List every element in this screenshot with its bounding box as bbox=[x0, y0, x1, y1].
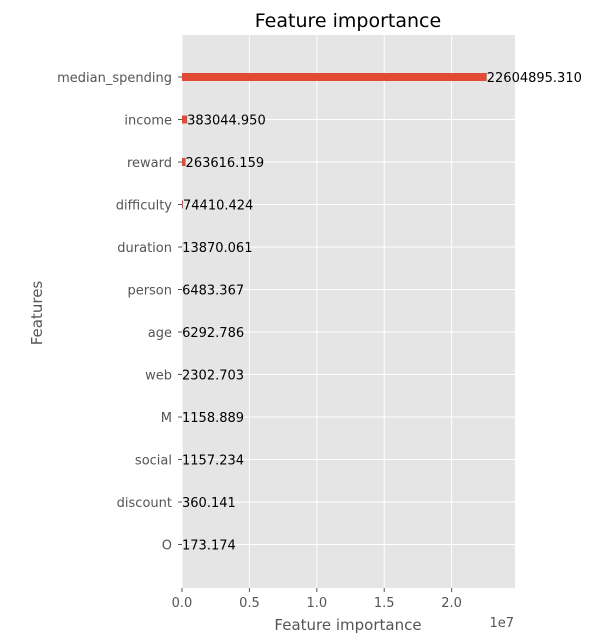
value-label-O: 173.174 bbox=[182, 539, 236, 554]
value-label-median_spending: 22604895.310 bbox=[487, 71, 582, 86]
x-tick-label: 0.0 bbox=[172, 596, 193, 611]
x-ticks: 0.0 0.5 1.0 1.5 2.0 bbox=[172, 588, 462, 611]
data-labels: 22604895.310 383044.950 263616.159 74410.42… bbox=[182, 71, 582, 554]
y-axis-label: Features bbox=[28, 281, 46, 346]
y-tick-label-duration: duration bbox=[117, 241, 172, 256]
x-tick-label: 1.0 bbox=[306, 596, 327, 611]
value-label-M: 1158.889 bbox=[182, 411, 244, 426]
plot-background bbox=[182, 35, 515, 588]
x-tick-label: 2.0 bbox=[441, 596, 462, 611]
x-tick-label: 0.5 bbox=[239, 596, 260, 611]
bars bbox=[182, 73, 487, 549]
y-tick-label-difficulty: difficulty bbox=[116, 199, 173, 214]
value-label-web: 2302.703 bbox=[182, 369, 244, 384]
x-scale-offset-label: 1e7 bbox=[489, 616, 514, 631]
y-tick-label-age: age bbox=[148, 326, 172, 341]
grid-lines bbox=[181, 35, 515, 588]
value-label-discount: 360.141 bbox=[182, 496, 236, 511]
bar-difficulty bbox=[182, 200, 184, 209]
x-axis-label: Feature importance bbox=[274, 616, 421, 634]
value-label-income: 383044.950 bbox=[187, 114, 266, 129]
value-label-reward: 263616.159 bbox=[186, 156, 265, 171]
value-label-social: 1157.234 bbox=[182, 454, 244, 469]
value-label-difficulty: 74410.424 bbox=[183, 199, 253, 214]
chart-title: Feature importance bbox=[255, 10, 441, 32]
value-label-age: 6292.786 bbox=[182, 326, 244, 341]
bar-median_spending bbox=[182, 73, 487, 81]
y-tick-label-O: O bbox=[162, 539, 172, 554]
bar-reward bbox=[182, 158, 186, 166]
y-tick-label-discount: discount bbox=[117, 496, 172, 511]
x-tick-label: 1.5 bbox=[374, 596, 395, 611]
y-tick-label-reward: reward bbox=[127, 156, 172, 171]
value-label-duration: 13870.061 bbox=[182, 241, 252, 256]
y-tick-label-median_spending: median_spending bbox=[57, 71, 172, 86]
bar-income bbox=[182, 115, 188, 124]
y-tick-label-M: M bbox=[161, 411, 172, 426]
y-tick-label-income: income bbox=[124, 114, 172, 129]
y-tick-label-social: social bbox=[135, 454, 172, 469]
value-label-person: 6483.367 bbox=[182, 284, 244, 299]
y-tick-label-person: person bbox=[127, 284, 172, 299]
y-tick-label-web: web bbox=[145, 369, 172, 384]
